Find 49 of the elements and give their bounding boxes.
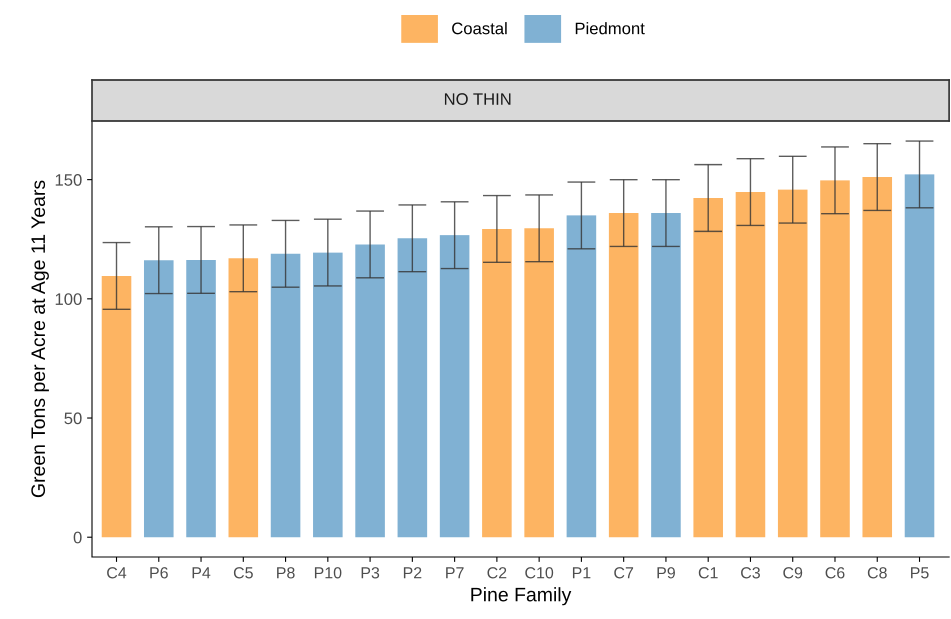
x-tick-label: P9 — [657, 567, 675, 578]
bar — [144, 260, 174, 538]
bar — [313, 252, 343, 538]
bar — [651, 213, 681, 538]
bar — [102, 276, 132, 538]
x-tick-label: C5 — [234, 567, 253, 578]
y-tick-label: 150 — [56, 174, 82, 186]
bar — [904, 174, 934, 538]
x-tick-label: P8 — [277, 567, 295, 578]
x-axis-title: Pine Family — [471, 587, 572, 606]
x-tick-label: P3 — [362, 567, 380, 578]
y-axis-title: Green Tons per Acre at Age 11 Years — [31, 180, 49, 498]
bar — [398, 238, 428, 538]
bar — [270, 254, 300, 538]
bar — [862, 177, 892, 538]
bar — [693, 198, 723, 538]
bar — [820, 180, 850, 538]
legend-label: Piedmont — [576, 22, 645, 34]
bar — [736, 192, 766, 538]
bar — [524, 228, 554, 538]
chart-title: NO THIN — [444, 93, 510, 105]
x-tick-label: C4 — [107, 567, 126, 578]
x-tick-label: P7 — [446, 567, 464, 578]
bar — [228, 258, 258, 538]
bar — [355, 244, 385, 538]
bar — [482, 228, 512, 538]
y-tick-label: 100 — [56, 293, 82, 306]
x-tick-label: P6 — [150, 567, 168, 578]
x-tick-label: C6 — [826, 567, 844, 578]
x-tick-label: C8 — [868, 567, 887, 578]
x-tick-label: C1 — [698, 567, 718, 578]
legend-label: Coastal — [452, 22, 507, 34]
bar — [566, 215, 596, 538]
x-tick-label: C2 — [487, 567, 506, 578]
x-tick-label: C3 — [741, 567, 760, 578]
x-tick-label: P4 — [192, 567, 210, 578]
x-tick-label: C10 — [525, 567, 554, 578]
x-tick-label: P5 — [911, 567, 929, 578]
x-tick-label: C9 — [783, 567, 802, 578]
x-tick-label: P10 — [314, 567, 342, 578]
bar — [440, 235, 470, 538]
x-tick-label: P2 — [404, 567, 422, 578]
bar — [778, 190, 808, 538]
x-tick-label: C7 — [614, 567, 634, 578]
y-tick-label: 0 — [74, 532, 82, 544]
x-tick-label: P1 — [572, 567, 590, 578]
bar — [186, 260, 216, 538]
bar — [608, 213, 638, 538]
y-tick-label: 50 — [64, 412, 82, 424]
